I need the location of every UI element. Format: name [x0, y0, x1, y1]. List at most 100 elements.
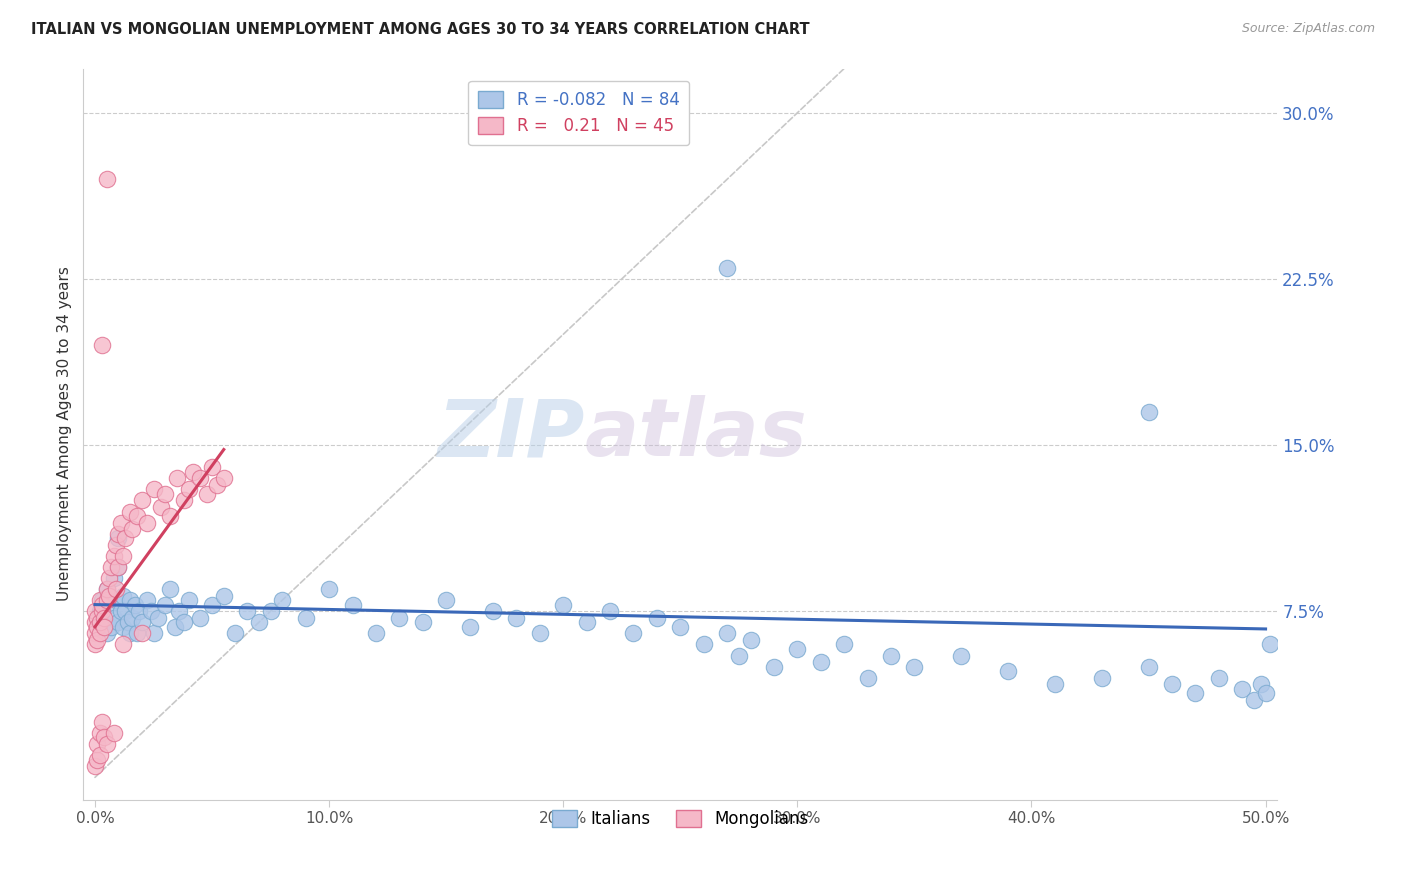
- Mongolians: [89, 593, 111, 607]
- Italians: [950, 648, 973, 663]
- Italians: [110, 604, 132, 618]
- Italians: [294, 611, 316, 625]
- Italians: [623, 626, 645, 640]
- Italians: [128, 604, 150, 618]
- Italians: [364, 626, 387, 640]
- Italians: [114, 604, 136, 618]
- Italians: [1043, 677, 1066, 691]
- Mongolians: [105, 582, 128, 596]
- Italians: [112, 589, 135, 603]
- Italians: [318, 582, 340, 596]
- Italians: [142, 626, 165, 640]
- Italians: [117, 615, 139, 630]
- Mongolians: [166, 471, 188, 485]
- Mongolians: [120, 504, 142, 518]
- Mongolians: [91, 338, 114, 352]
- Mongolians: [96, 593, 118, 607]
- Mongolians: [195, 487, 218, 501]
- Italians: [91, 593, 114, 607]
- Mongolians: [96, 172, 118, 186]
- Italians: [163, 620, 186, 634]
- Mongolians: [96, 737, 118, 751]
- Mongolians: [89, 615, 111, 630]
- Italians: [1208, 671, 1230, 685]
- Italians: [810, 655, 832, 669]
- Mongolians: [93, 611, 115, 625]
- Italians: [107, 615, 129, 630]
- Italians: [553, 598, 575, 612]
- Italians: [120, 593, 142, 607]
- Italians: [121, 611, 143, 625]
- Mongolians: [114, 531, 136, 545]
- Italians: [786, 641, 808, 656]
- Italians: [105, 593, 128, 607]
- Italians: [1250, 677, 1272, 691]
- Mongolians: [86, 611, 108, 625]
- Mongolians: [103, 726, 125, 740]
- Italians: [131, 615, 153, 630]
- Italians: [135, 593, 157, 607]
- Mongolians: [112, 549, 135, 563]
- Mongolians: [84, 615, 107, 630]
- Mongolians: [127, 508, 149, 523]
- Mongolians: [91, 604, 114, 618]
- Legend: Italians, Mongolians: Italians, Mongolians: [546, 804, 815, 835]
- Italians: [716, 626, 738, 640]
- Italians: [692, 637, 714, 651]
- Mongolians: [86, 620, 108, 634]
- Italians: [832, 637, 855, 651]
- Italians: [89, 604, 111, 618]
- Mongolians: [98, 571, 121, 585]
- Mongolians: [84, 604, 107, 618]
- Italians: [107, 560, 129, 574]
- Italians: [1184, 686, 1206, 700]
- Y-axis label: Unemployment Among Ages 30 to 34 years: Unemployment Among Ages 30 to 34 years: [58, 267, 72, 601]
- Mongolians: [93, 731, 115, 745]
- Mongolians: [131, 493, 153, 508]
- Mongolians: [89, 726, 111, 740]
- Mongolians: [107, 560, 129, 574]
- Italians: [1137, 659, 1160, 673]
- Italians: [107, 531, 129, 545]
- Italians: [388, 611, 411, 625]
- Mongolians: [89, 626, 111, 640]
- Mongolians: [135, 516, 157, 530]
- Italians: [173, 615, 195, 630]
- Mongolians: [110, 516, 132, 530]
- Italians: [100, 620, 122, 634]
- Italians: [1243, 693, 1265, 707]
- Italians: [762, 659, 785, 673]
- Mongolians: [112, 637, 135, 651]
- Text: ZIP: ZIP: [437, 395, 585, 473]
- Italians: [271, 593, 294, 607]
- Mongolians: [173, 493, 195, 508]
- Italians: [93, 615, 115, 630]
- Mongolians: [149, 500, 172, 515]
- Italians: [997, 664, 1019, 678]
- Italians: [96, 626, 118, 640]
- Mongolians: [188, 471, 211, 485]
- Mongolians: [86, 633, 108, 648]
- Italians: [903, 659, 925, 673]
- Mongolians: [96, 582, 118, 596]
- Italians: [727, 648, 749, 663]
- Mongolians: [205, 478, 228, 492]
- Italians: [1161, 677, 1184, 691]
- Italians: [236, 604, 259, 618]
- Italians: [224, 626, 246, 640]
- Mongolians: [121, 522, 143, 536]
- Mongolians: [84, 637, 107, 651]
- Italians: [1091, 671, 1114, 685]
- Mongolians: [107, 526, 129, 541]
- Italians: [159, 582, 181, 596]
- Italians: [201, 598, 224, 612]
- Italians: [148, 611, 170, 625]
- Mongolians: [86, 753, 108, 767]
- Italians: [103, 571, 125, 585]
- Italians: [141, 604, 163, 618]
- Italians: [716, 260, 738, 275]
- Italians: [529, 626, 551, 640]
- Mongolians: [84, 626, 107, 640]
- Italians: [169, 604, 191, 618]
- Italians: [599, 604, 621, 618]
